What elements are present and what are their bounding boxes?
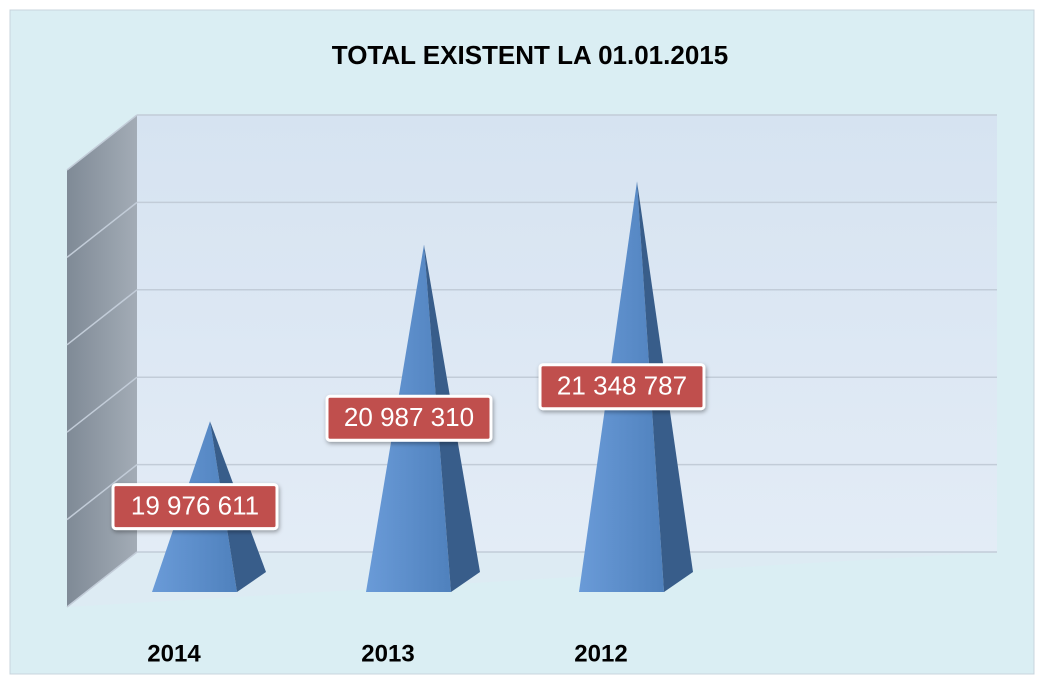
grid-line (66, 464, 138, 521)
value-label-box (538, 363, 706, 411)
grid-line (66, 551, 138, 608)
back-wall (137, 115, 997, 552)
x-tick-label: 2013 (361, 640, 414, 667)
grid-line (66, 376, 138, 433)
value-label: 21 348 787 (557, 371, 687, 401)
grid-line (66, 114, 138, 171)
x-tick-label: 2014 (147, 640, 201, 667)
value-label-box (111, 483, 279, 531)
floor (67, 552, 997, 607)
value-label: 19 976 611 (131, 491, 259, 521)
grid-line (66, 289, 138, 346)
value-label: 20 987 310 (344, 402, 474, 432)
chart-title: TOTAL EXISTENT LA 01.01.2015 (332, 40, 728, 70)
x-tick-label: 2012 (574, 640, 627, 667)
value-label-box (325, 394, 493, 442)
grid-line (66, 201, 138, 258)
side-wall (67, 115, 137, 607)
